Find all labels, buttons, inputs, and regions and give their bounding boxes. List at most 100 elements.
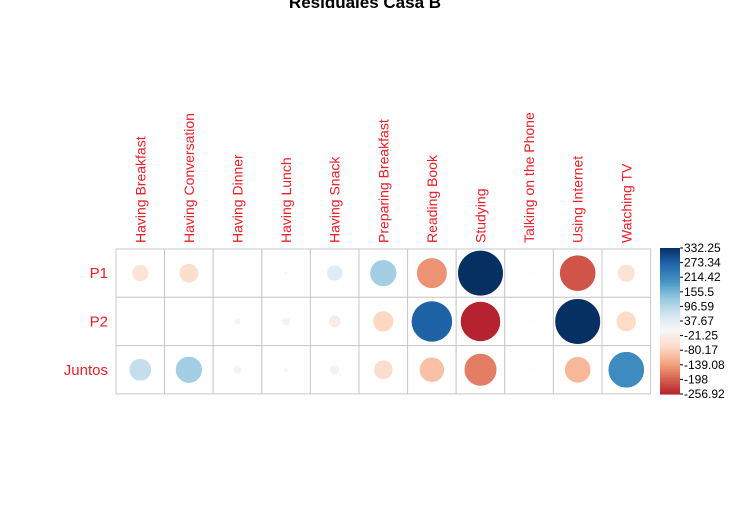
legend-swatch [660,391,680,395]
correlation-circle [527,319,531,324]
legend-swatch [660,355,680,359]
legend-swatch [660,257,680,261]
legend-swatch [660,301,680,305]
grid-cell [212,345,263,395]
legend-swatch [660,265,680,269]
legend-swatch [660,303,680,307]
legend-swatch [660,311,680,315]
legend-swatch [660,328,680,332]
legend-swatch [660,333,680,337]
legend-swatch [660,269,680,273]
legend-swatch [660,345,680,349]
column-label: Having Conversation [181,113,197,243]
legend-swatch [660,277,680,281]
legend-swatch [660,279,680,283]
grid-cell [115,296,166,347]
grid-cell [601,296,652,347]
correlation-circle [527,271,531,275]
correlation-circle [128,358,152,382]
correlation-circle [283,366,289,373]
correlation-circle [460,301,501,342]
correlation-circle [178,263,199,284]
correlation-circle [281,316,291,327]
row-label: Juntos [64,362,108,379]
legend-swatch [660,381,680,385]
correlation-circle [559,254,597,292]
legend-swatch [660,389,680,393]
legend-swatch [660,308,680,312]
correlation-circle [554,298,601,345]
correlation-circle [131,264,149,282]
legend-swatch [660,338,680,342]
legend-tick-label: 214.42 [684,270,721,284]
correlation-circle [463,353,498,387]
legend-swatch [660,374,680,378]
correlation-circle [373,359,394,380]
correlation-circle [527,368,531,372]
correlation-circle [564,356,592,384]
legend-swatch [660,367,680,371]
correlation-circle [615,311,637,332]
legend-swatch [660,291,680,295]
legend-swatch [660,296,680,300]
column-label: Watching TV [618,163,634,243]
legend-swatch [660,325,680,329]
cell-grid [115,248,652,395]
legend-swatch [660,313,680,317]
correlation-circle [232,365,243,375]
legend-tick-label: -256.92 [684,387,725,401]
legend-swatch [660,252,680,256]
legend-swatch [660,289,680,293]
legend-swatch [660,316,680,320]
legend-tick-label: 37.67 [684,314,714,328]
correlation-circle [372,310,395,333]
legend-swatch [660,362,680,366]
legend-swatch [660,347,680,351]
legend-swatch [660,384,680,388]
correlation-circle [419,356,445,383]
legend-swatch [660,282,680,286]
legend-swatch [660,376,680,380]
correlation-circle [457,250,504,297]
legend-swatch [660,262,680,266]
legend-swatch [660,255,680,259]
legend-swatch [660,386,680,390]
column-label: Having Lunch [278,157,294,243]
column-label: Preparing Breakfast [375,119,391,243]
legend-tick-label: -139.08 [684,358,725,372]
correlation-circle [617,264,636,283]
legend-swatch [660,272,680,276]
correlation-circle [411,300,453,343]
legend-swatch [660,352,680,356]
legend-swatch [660,369,680,373]
column-label: Having Snack [327,156,343,243]
chart-title: Residuales Casa B [289,0,441,12]
column-label: Having Dinner [230,154,246,243]
legend-swatch [660,299,680,303]
grid-cell [212,296,263,347]
row-labels: P1 P2 Juntos [64,265,108,379]
grid-cell [164,296,214,347]
legend-swatch [660,372,680,376]
legend-swatch [660,267,680,271]
legend-swatch [660,260,680,264]
legend-tick-label: -80.17 [684,343,718,357]
correlation-circle [416,257,448,289]
column-label: Studying [473,189,489,243]
column-label: Using Internet [570,156,586,243]
legend-tick-label: -21.25 [684,329,718,343]
grid-cell [212,248,263,298]
legend-swatch [660,335,680,339]
legend-tick-label: 273.34 [684,256,721,270]
legend-swatch [660,340,680,344]
legend-swatch [660,330,680,334]
column-label: Talking on the Phone [521,112,537,243]
legend-swatch [660,274,680,278]
legend-tick-label: 332.25 [684,241,721,255]
correlation-circle [234,318,241,325]
correlation-circle [284,271,289,276]
legend-tick-label: 155.5 [684,285,714,299]
legend-swatch [660,318,680,322]
legend-tick-label: -198 [684,372,708,386]
